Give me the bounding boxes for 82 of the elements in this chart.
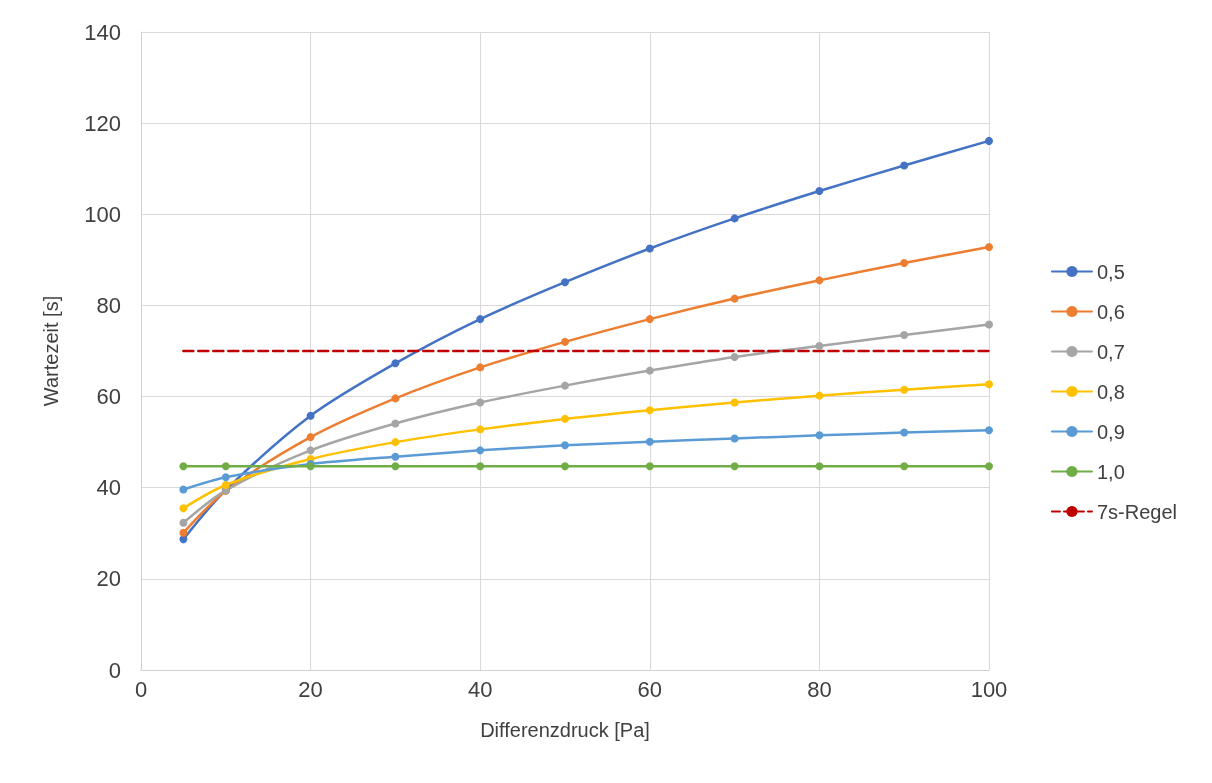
y-tick-label: 20	[96, 566, 121, 592]
point	[391, 452, 400, 461]
point	[985, 136, 993, 145]
legend-label: 0,6	[1096, 300, 1125, 323]
point	[391, 438, 400, 447]
point	[730, 352, 739, 361]
point	[730, 294, 739, 303]
legend-label: 1,0	[1096, 460, 1125, 483]
legend-label: 0,8	[1096, 380, 1125, 403]
y-tick-label: 0	[108, 657, 121, 683]
point	[645, 406, 654, 415]
point	[391, 419, 400, 428]
point	[730, 434, 739, 443]
point	[561, 278, 569, 287]
point	[645, 462, 654, 471]
point	[179, 528, 188, 537]
point	[179, 518, 188, 527]
point	[561, 337, 569, 346]
point	[815, 431, 824, 440]
y-tick-label: 140	[84, 19, 121, 45]
y-axis-title: Wartezeit [s]	[40, 295, 62, 407]
point	[900, 259, 909, 268]
point	[221, 473, 230, 482]
point	[306, 446, 315, 455]
legend-label: 0,5	[1096, 260, 1125, 283]
point	[391, 394, 400, 403]
x-tick-label: 20	[298, 676, 323, 702]
y-tick-label: 100	[84, 201, 121, 227]
y-tick-label: 80	[96, 292, 121, 318]
point	[985, 426, 993, 435]
point	[476, 462, 485, 471]
x-axis-title: Differenzdruck [Pa]	[480, 719, 650, 741]
legend-label: 7s-Regel	[1096, 500, 1178, 523]
y-tick-label: 60	[96, 384, 121, 410]
point	[815, 462, 824, 471]
point	[221, 480, 230, 489]
point	[985, 462, 993, 471]
legend-label: 0,9	[1096, 420, 1125, 443]
point	[476, 315, 485, 324]
point	[730, 214, 739, 223]
point	[221, 462, 230, 471]
point	[476, 425, 485, 434]
x-tick-label: 100	[970, 676, 1008, 702]
x-tick-label: 40	[467, 676, 493, 702]
point	[730, 398, 739, 407]
point	[815, 276, 824, 285]
point	[985, 320, 993, 329]
point	[179, 504, 188, 513]
point	[645, 315, 654, 324]
point	[476, 446, 485, 455]
point	[391, 462, 400, 471]
point	[900, 428, 909, 437]
point	[306, 433, 315, 442]
point	[306, 411, 315, 420]
y-tick-label: 120	[84, 110, 121, 136]
point	[645, 244, 654, 253]
point	[900, 385, 909, 394]
point	[391, 359, 400, 368]
point	[645, 366, 654, 375]
point	[476, 398, 485, 407]
point	[985, 243, 993, 252]
legend-label: 0,7	[1096, 340, 1125, 363]
point	[815, 391, 824, 400]
point	[730, 462, 739, 471]
point	[815, 187, 824, 196]
point	[815, 341, 824, 350]
point	[561, 441, 569, 450]
point	[900, 462, 909, 471]
point	[985, 380, 993, 389]
point	[179, 485, 188, 494]
point	[561, 414, 569, 423]
point	[900, 331, 909, 340]
x-tick-label: 0	[134, 676, 148, 702]
point	[179, 462, 188, 471]
point	[561, 462, 569, 471]
y-tick-label: 40	[96, 475, 121, 501]
point	[561, 381, 569, 390]
point	[645, 437, 654, 446]
point	[900, 161, 909, 170]
x-tick-label: 60	[637, 676, 663, 702]
x-tick-label: 80	[807, 676, 832, 702]
point	[476, 363, 485, 372]
